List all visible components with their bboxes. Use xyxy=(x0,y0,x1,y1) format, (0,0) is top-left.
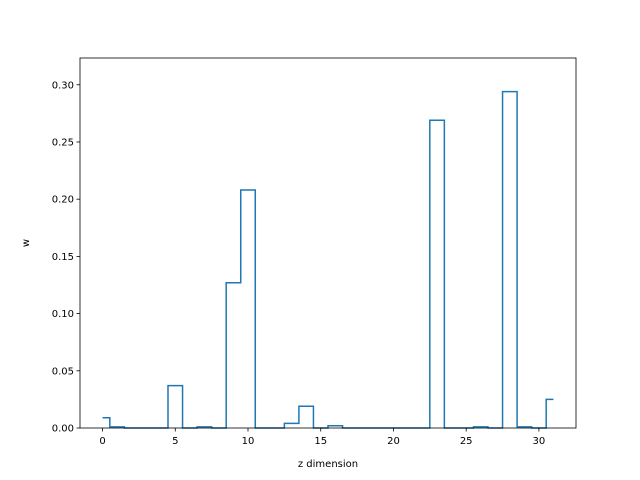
x-tick-label: 5 xyxy=(172,436,178,447)
y-tick-label: 0.10 xyxy=(52,309,74,320)
x-tick-label: 15 xyxy=(314,436,327,447)
x-tick-label: 25 xyxy=(460,436,473,447)
y-tick-label: 0.25 xyxy=(52,137,74,148)
y-tick-label: 0.15 xyxy=(52,252,74,263)
y-tick-label: 0.20 xyxy=(52,195,74,206)
x-tick-label: 0 xyxy=(99,436,105,447)
x-axis-ticks: 0 5 10 15 20 25 30 xyxy=(99,428,545,447)
x-tick-label: 20 xyxy=(387,436,400,447)
x-axis-label: z dimension xyxy=(298,459,358,470)
y-axis-label: w xyxy=(21,239,32,247)
y-axis-ticks: 0.00 0.05 0.10 0.15 0.20 0.25 0.30 xyxy=(52,80,80,435)
axes-frame xyxy=(79,57,577,429)
x-tick-label: 30 xyxy=(533,436,546,447)
x-tick-label: 10 xyxy=(242,436,255,447)
y-tick-label: 0.30 xyxy=(52,80,74,91)
y-tick-label: 0.05 xyxy=(52,366,74,377)
y-tick-label: 0.00 xyxy=(52,424,74,435)
